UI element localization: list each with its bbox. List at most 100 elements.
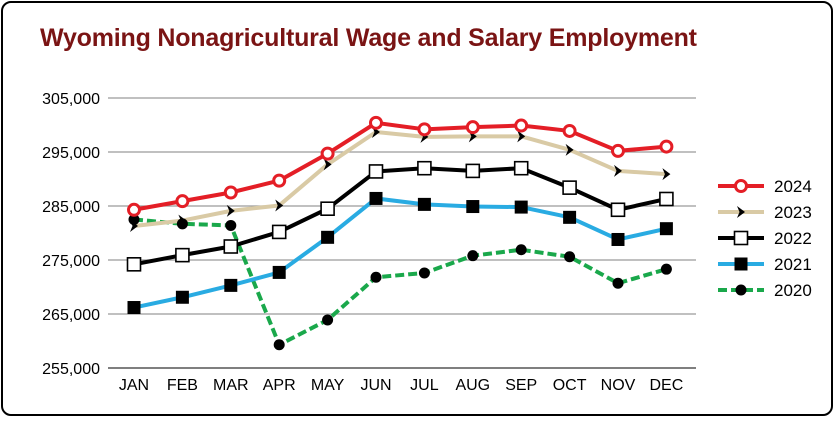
series-2021-point [514,200,528,214]
y-tick-label: 285,000 [42,199,100,216]
series-2023-point [323,158,332,171]
x-tick-label: AUG [455,377,490,394]
series-2022-point [513,160,529,176]
series-2022-line [133,166,667,267]
series-2022-point [417,160,432,176]
legend-2021: 2021 [718,255,812,274]
y-tick-label: 295,000 [42,145,100,162]
series-2024-point [417,122,432,137]
series-2024-point [127,202,141,217]
series-2022-point [320,201,335,216]
series-2021-point [611,232,625,246]
series-2023-line [133,130,667,228]
series-2021-point [224,278,238,292]
legend-2022-label: 2022 [774,229,812,248]
x-axis-ticks: JAN FEB MAR APR MAY JUN JUL AUG SEP OCT NOV DEC [119,377,683,394]
series-2024-point [320,146,335,161]
series-2022-point [368,164,384,179]
legend-2023: 2023 [718,203,812,222]
y-axis-ticks: 255,000 265,000 275,000 285,000 295,000 305,0… [42,91,100,378]
series-2020-point [612,277,624,289]
series-2021-point [321,230,335,244]
series-2020-point [225,219,237,231]
series-2022-point [465,163,481,179]
series-2021-point [659,222,673,236]
y-tick-label: 265,000 [42,307,100,324]
series-2020-point [370,271,382,283]
x-tick-label: APR [263,377,296,394]
series-2023-point [178,214,187,227]
series-2022-point [126,257,142,272]
series-2024-point [562,123,577,138]
series-2024-point [272,173,287,188]
x-tick-label: MAY [311,377,345,394]
legend-2024-point [734,179,748,193]
y-tick-label: 255,000 [42,361,100,378]
x-tick-label: NOV [601,377,636,394]
series-2021-point [417,197,431,211]
series-lines [133,120,667,347]
series-2022-point [562,180,577,195]
series-2020-point [660,263,672,275]
x-tick-label: JUL [410,377,439,394]
series-2022-point [610,202,626,218]
legend-2022: 2022 [718,229,812,248]
series-2024-point [175,194,190,209]
series-2024-point [659,139,674,154]
series-2023-point [130,219,138,232]
series-2024-point [369,115,383,130]
legend-2020-point [735,284,747,296]
series-2024-markers [127,115,674,217]
gridlines [108,97,696,369]
series-2020-point [273,339,285,351]
series-2020-markers [128,214,672,351]
x-tick-label: JAN [119,377,149,394]
series-2021-point [466,200,480,214]
series-2022-point [223,239,239,254]
series-2023-point [226,204,235,217]
x-tick-label: MAR [213,377,249,394]
series-2024-line [133,120,667,212]
legend-2023-label: 2023 [774,203,812,222]
series-2021-point [127,301,141,315]
series-2020-point [467,250,479,262]
series-2023-point [662,168,671,181]
x-tick-label: OCT [553,377,587,394]
series-2023-point [517,130,526,143]
x-tick-label: DEC [650,377,684,394]
series-2021-line [133,196,667,310]
legend-2024-label: 2024 [774,177,812,196]
series-2020-line [133,217,667,347]
series-2020-point [515,244,527,256]
x-tick-label: FEB [167,377,198,394]
series-2023-point [565,143,574,156]
legend-2022-point [733,230,749,246]
series-2021-point [563,210,577,224]
legend-2023-point [737,206,745,218]
series-2023-point [614,164,622,177]
series-2021-point [369,191,383,205]
series-2020-point [322,314,334,326]
series-2024-point [223,185,238,200]
legend-2020-label: 2020 [774,281,812,300]
series-2022-markers [126,160,674,272]
series-2021-point [272,265,286,279]
y-tick-label: 275,000 [42,253,100,270]
chart-title: Wyoming Nonagricultural Wage and Salary … [40,24,697,52]
series-2022-point [175,247,190,263]
series-2020-point [564,251,576,263]
series-2024-point [465,120,480,135]
series-2021-markers [127,191,673,315]
series-2021-point [175,290,189,304]
series-2020-point [418,267,430,279]
x-tick-label: SEP [505,377,537,394]
y-tick-label: 305,000 [42,91,100,108]
legend-2021-label: 2021 [774,255,812,274]
legend-2021-point [734,257,748,271]
series-2022-point [659,191,674,207]
legend-2024: 2024 [718,177,812,196]
series-2024-point [611,143,625,158]
legend-2020: 2020 [718,281,812,300]
x-tick-label: JUN [360,377,391,394]
